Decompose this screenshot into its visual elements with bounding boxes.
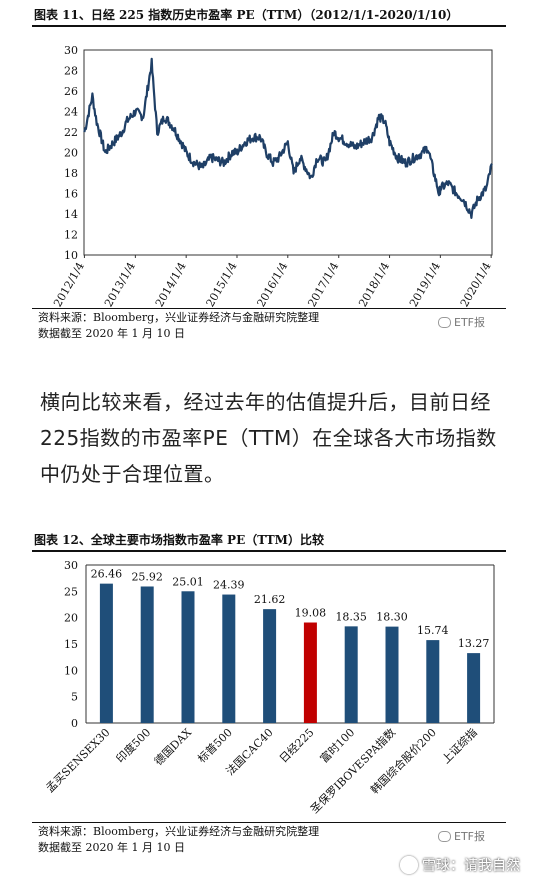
wechat-icon [438, 830, 451, 842]
figure1-top-rule [32, 25, 506, 27]
bar-category-label-5: 日经225 [277, 726, 317, 766]
y-tick-label-6: 22 [64, 126, 78, 139]
figure2-cutoff: 数据截至 2020 年 1 月 10 日 [38, 841, 185, 854]
bar-value-label-5: 19.08 [295, 607, 327, 620]
snowball-icon [400, 856, 418, 874]
x-tick-label-8: 2020/1/4 [458, 260, 494, 309]
footer-text: 雪球：请我自然 [422, 858, 520, 874]
bar-y-tick-label-6: 30 [64, 559, 78, 572]
bar-7 [385, 626, 399, 723]
bar-1 [140, 586, 154, 723]
bar-value-label-1: 25.92 [131, 570, 163, 583]
y-tick-label-0: 10 [64, 249, 78, 262]
bar-value-label-0: 26.46 [91, 568, 123, 581]
bar-category-label-3: 标普500 [195, 725, 235, 765]
bar-value-label-8: 15.74 [417, 624, 449, 637]
bar-y-tick-label-2: 10 [64, 664, 78, 677]
x-tick-label-1: 2013/1/4 [102, 260, 138, 309]
bar-value-label-6: 18.35 [335, 610, 367, 623]
y-tick-label-4: 18 [64, 167, 78, 180]
bar-category-label-1: 印度500 [113, 725, 153, 765]
bar-value-label-4: 21.62 [254, 593, 286, 606]
bar-category-label-6: 富时100 [317, 725, 357, 765]
plot-frame [83, 49, 493, 256]
figure2-top-rule [32, 550, 506, 552]
watermark-text-1: ETF报 [454, 316, 485, 329]
bar-category-label-2: 德国DAX [151, 725, 194, 768]
watermark-1: ETF报 [438, 314, 485, 330]
bar-2 [181, 591, 195, 723]
y-tick-label-7: 24 [64, 106, 78, 119]
bar-3 [222, 594, 236, 723]
bar-9 [467, 653, 481, 723]
bar-value-label-9: 13.27 [458, 637, 490, 650]
bar-category-label-9: 上证综指 [439, 725, 480, 766]
figure2-source: 资料来源：Bloomberg，兴业证券经济与金融研究院整理 [38, 825, 320, 838]
body-paragraph: 横向比较来看，经过去年的估值提升后，目前日经225指数的市盈率PE（TTM）在全… [40, 390, 497, 486]
y-tick-label-8: 26 [64, 85, 78, 98]
y-tick-label-5: 20 [64, 147, 78, 160]
figure2-bottom-rule [32, 822, 506, 823]
x-tick-label-0: 2012/1/4 [51, 260, 87, 309]
bar-value-label-2: 25.01 [172, 575, 204, 588]
x-tick-label-7: 2019/1/4 [407, 260, 443, 309]
y-tick-label-2: 14 [64, 208, 78, 221]
bar-6 [344, 626, 358, 723]
bar-0 [99, 583, 113, 723]
bar-4 [263, 609, 277, 723]
wechat-icon [438, 316, 451, 328]
figure1-cutoff: 数据截至 2020 年 1 月 10 日 [38, 327, 185, 340]
bar-5 [303, 622, 317, 723]
x-tick-label-6: 2018/1/4 [356, 260, 392, 309]
bar-category-label-0: 孟买SENSEX30 [44, 726, 113, 795]
y-tick-label-9: 28 [64, 65, 78, 78]
bar-y-tick-label-3: 15 [64, 638, 78, 651]
bar-y-tick-label-4: 20 [64, 612, 78, 625]
watermark-text-2: ETF报 [454, 830, 485, 843]
y-tick-label-1: 12 [64, 229, 78, 242]
watermark-2: ETF报 [438, 828, 485, 844]
x-tick-label-4: 2016/1/4 [254, 260, 290, 309]
y-tick-label-3: 16 [64, 188, 78, 201]
x-tick-label-2: 2014/1/4 [153, 260, 189, 309]
figure1-title: 图表 11、日经 225 指数历史市盈率 PE（TTM）（2012/1/1-20… [34, 8, 459, 22]
figure1-bottom-rule [32, 308, 506, 309]
pe-series-line [83, 57, 493, 219]
bar-value-label-7: 18.30 [376, 611, 408, 624]
x-tick-label-5: 2017/1/4 [305, 260, 341, 309]
bar-8 [426, 640, 440, 723]
figure2-title: 图表 12、全球主要市场指数市盈率 PE（TTM）比较 [34, 533, 324, 547]
bar-value-label-3: 24.39 [213, 579, 245, 592]
line-chart: 10 12 14 16 18 20 22 24 26 28 30 2012/1/4 2013/1/4 20… [51, 44, 494, 309]
bar-chart: 0 5 10 15 20 25 30 26.46 孟买SENSEX30 25.92 印度500 25.… [44, 559, 495, 816]
y-tick-label-10: 30 [64, 44, 78, 57]
footer-credit: 雪球：请我自然 [400, 855, 520, 875]
figure1-source: 资料来源：Bloomberg，兴业证券经济与金融研究院整理 [38, 311, 320, 324]
bar-y-tick-label-5: 25 [64, 585, 78, 598]
bar-y-tick-label-0: 0 [71, 717, 78, 730]
bar-y-tick-label-1: 5 [71, 691, 78, 704]
x-tick-label-3: 2015/1/4 [204, 260, 240, 309]
